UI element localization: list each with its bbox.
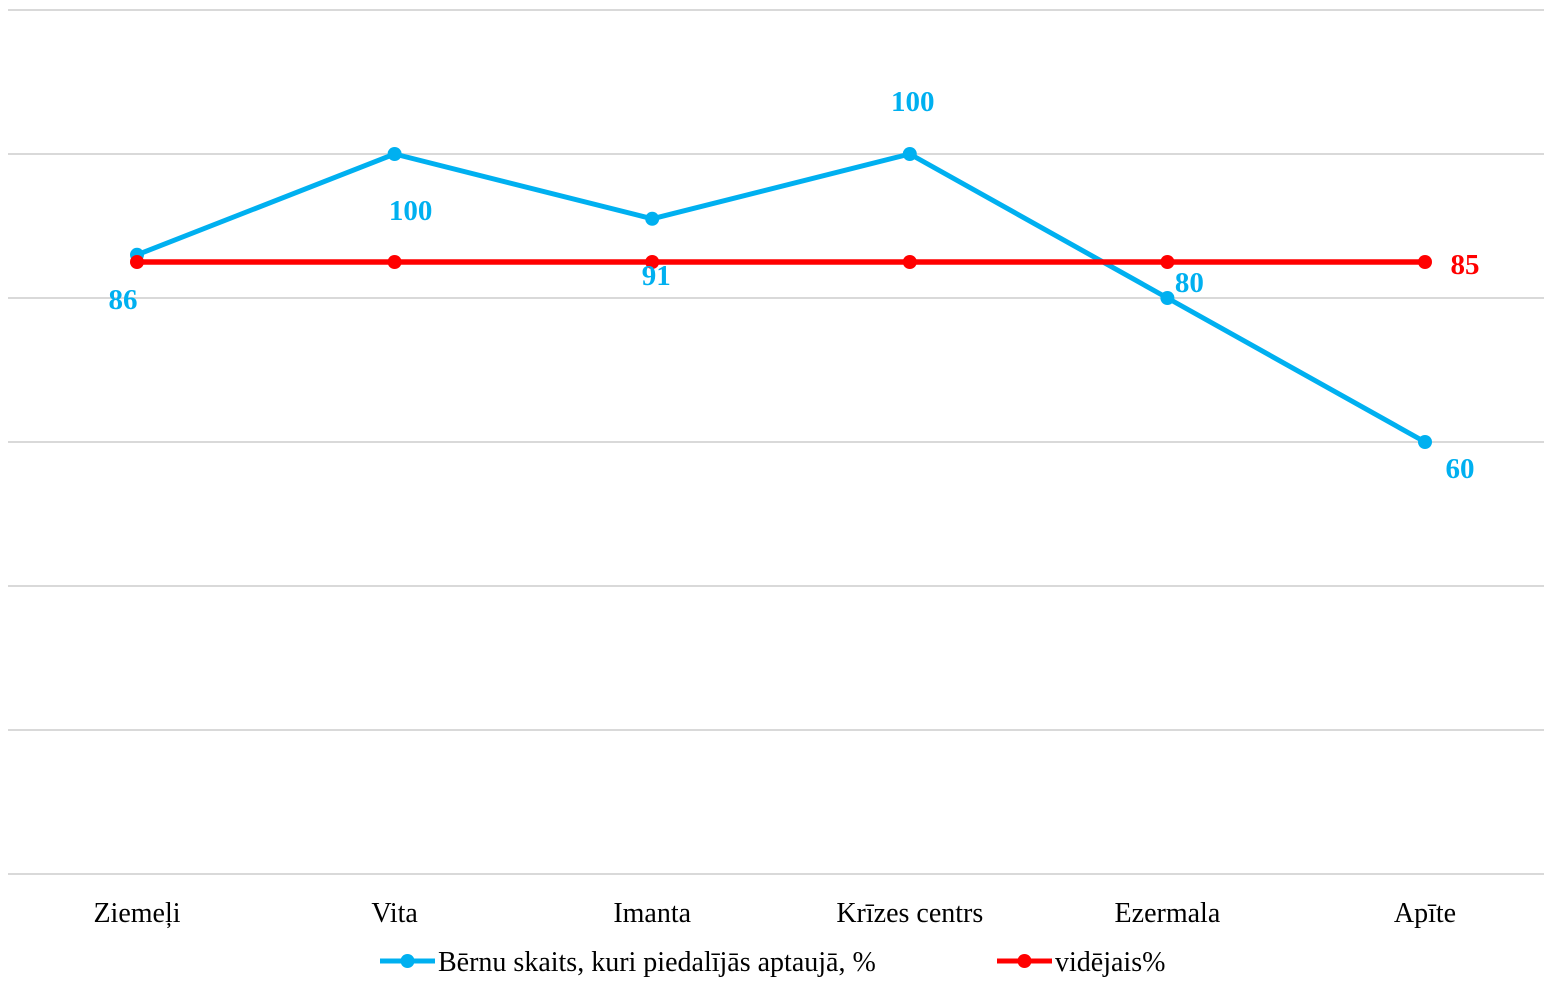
data-point xyxy=(1160,255,1175,269)
data-point xyxy=(1418,255,1432,269)
data-point xyxy=(387,147,402,161)
data-label: 100 xyxy=(389,195,433,227)
data-label: 80 xyxy=(1175,267,1204,299)
data-point xyxy=(1160,291,1175,305)
data-point xyxy=(1418,435,1432,449)
data-point xyxy=(130,255,144,269)
data-point xyxy=(387,255,402,269)
gridlines xyxy=(8,9,1544,875)
x-tick-label: Imanta xyxy=(613,898,691,929)
x-tick-label: Apīte xyxy=(1394,898,1456,929)
data-point xyxy=(645,255,660,269)
data-label: 86 xyxy=(109,284,138,316)
data-point xyxy=(902,255,917,269)
data-label: 91 xyxy=(642,260,671,292)
data-label: 85 xyxy=(1451,249,1480,281)
data-point xyxy=(645,211,660,226)
series-lines xyxy=(130,147,1432,449)
data-point xyxy=(902,147,917,161)
x-tick-label: Vita xyxy=(371,898,418,929)
data-labels: 86 100 91 100 80 60 85 xyxy=(109,86,1480,485)
data-label: 100 xyxy=(891,86,935,118)
legend-entry: vidējais% xyxy=(997,947,1165,978)
legend-swatch-marker xyxy=(400,954,415,968)
x-tick-label: Krīzes centrs xyxy=(836,898,983,929)
legend-label: vidējais% xyxy=(1055,947,1165,978)
x-tick-label: Ziemeļi xyxy=(93,898,180,929)
legend-label: Bērnu skaits, kuri piedalījās aptaujā, % xyxy=(438,947,876,978)
x-tick-label: Ezermala xyxy=(1115,898,1221,929)
data-label: 60 xyxy=(1446,453,1475,485)
legend-entry: Bērnu skaits, kuri piedalījās aptaujā, % xyxy=(380,947,876,978)
series-line-1 xyxy=(134,151,1428,445)
legend: Bērnu skaits, kuri piedalījās aptaujā, %… xyxy=(380,947,1165,978)
category-axis: Ziemeļi Vita Imanta Krīzes centrs Ezermala Ap… xyxy=(93,898,1456,929)
legend-swatch-marker xyxy=(1017,954,1032,968)
